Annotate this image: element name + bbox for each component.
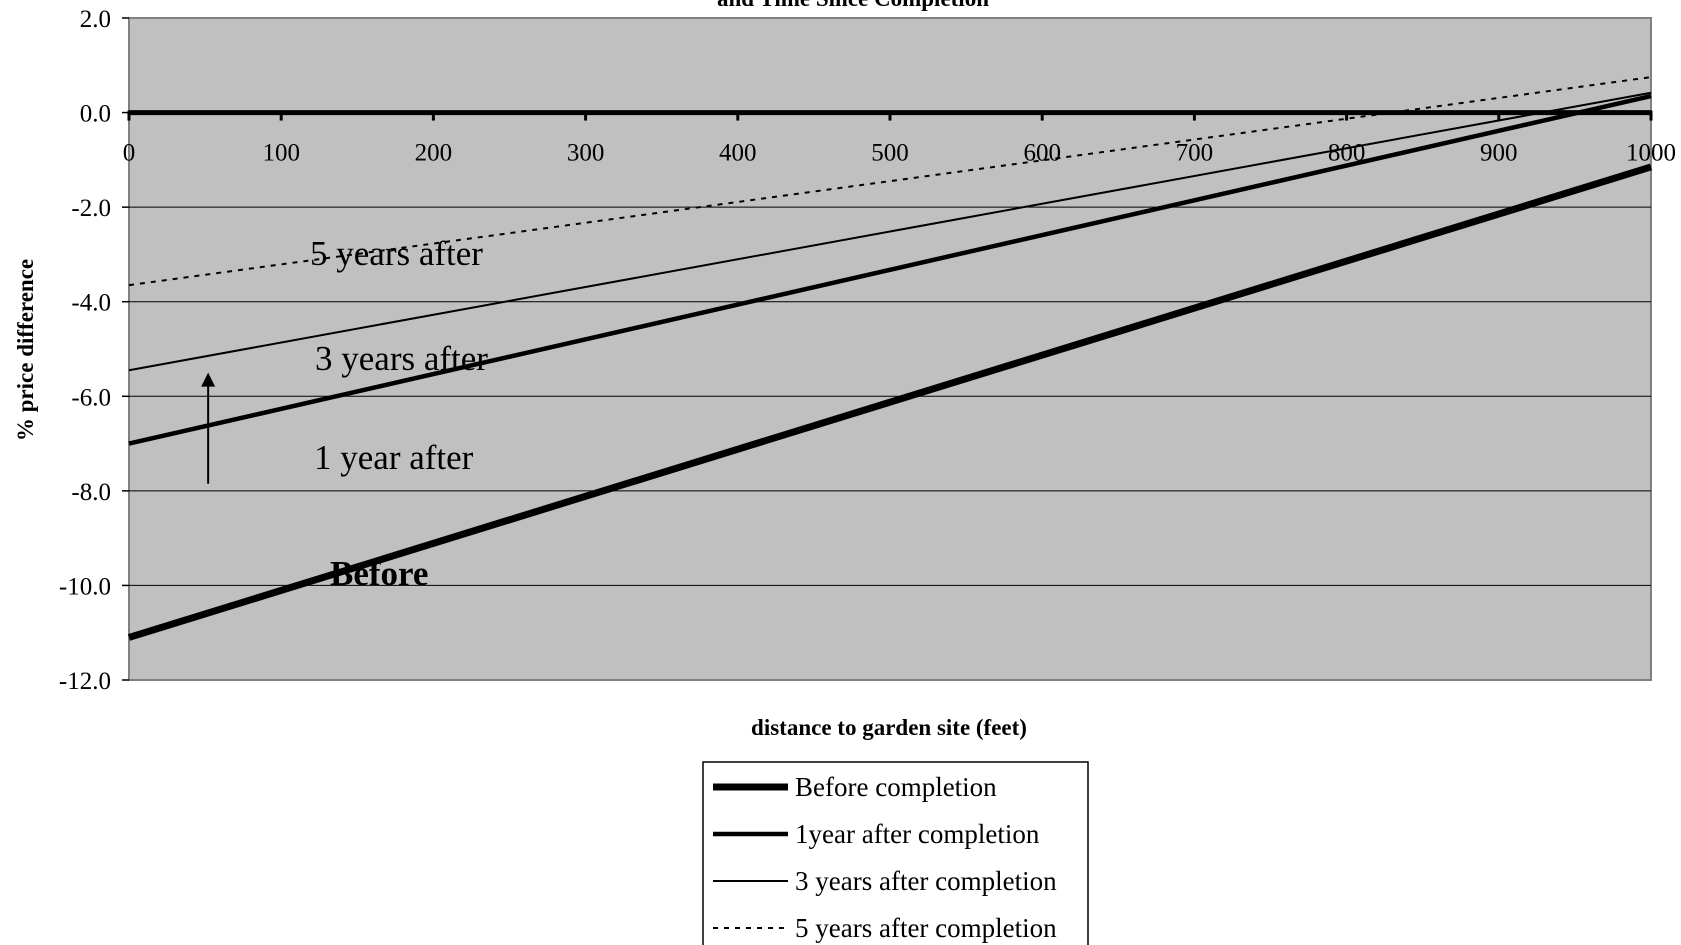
x-axis-title: distance to garden site (feet)	[751, 715, 1027, 740]
legend-box	[702, 761, 1089, 945]
x-tick-label: 100	[262, 140, 300, 167]
x-tick-label: 0	[123, 140, 136, 167]
annotations: 5 years after 3 years after 1 year after Be…	[310, 234, 488, 593]
y-axis-title: % price difference	[13, 259, 38, 441]
y-tick-label: -6.0	[71, 384, 111, 411]
annotation-label: 3 years after	[315, 339, 488, 378]
y-tick-label: -8.0	[71, 479, 111, 506]
y-tick-label: 0.0	[80, 101, 111, 128]
x-tick-label: 600	[1023, 140, 1061, 167]
arrow-head	[201, 372, 216, 387]
x-tick-label: 300	[567, 140, 605, 167]
up-arrow	[201, 372, 216, 484]
y-tick-labels: 2.0 0.0 -2.0 -4.0 -6.0 -8.0 -10.0 -12.0	[59, 6, 111, 695]
series-line-3	[128, 76, 1652, 287]
x-tick-label: 500	[871, 140, 909, 167]
series-line-1	[128, 93, 1652, 446]
legend: Before completion 1year after completion 3…	[702, 761, 1089, 945]
x-tick-label: 900	[1480, 140, 1518, 167]
x-tick-label: 200	[415, 140, 453, 167]
y-tick-label: -2.0	[71, 195, 111, 222]
legend-label: 3 years after completion	[795, 866, 1057, 896]
annotation-label: Before	[330, 554, 428, 593]
gridlines	[122, 17, 1651, 681]
legend-label: Before completion	[795, 772, 997, 802]
chart-title: and Time Since Completion	[717, 0, 989, 11]
y-tick-label: 2.0	[80, 6, 111, 33]
y-tick-label: -10.0	[59, 573, 111, 600]
x-tick-labels: 0 100 200 300 400 500 600 700 800 900 1000	[123, 140, 1676, 167]
x-tick-label: 700	[1176, 140, 1214, 167]
x-tick-label: 1000	[1626, 140, 1676, 167]
annotation-label: 1 year after	[314, 438, 474, 477]
y-tick-label: -12.0	[59, 668, 111, 695]
series-lines	[127, 76, 1653, 641]
series-line-0	[127, 163, 1653, 641]
series-line-2	[128, 91, 1652, 372]
y-tick-label: -4.0	[71, 290, 111, 317]
annotation-label: 5 years after	[310, 234, 483, 273]
legend-label: 1year after completion	[795, 819, 1040, 849]
plot-area	[128, 17, 1652, 681]
legend-label: 5 years after completion	[795, 913, 1057, 943]
x-tick-label: 400	[719, 140, 757, 167]
